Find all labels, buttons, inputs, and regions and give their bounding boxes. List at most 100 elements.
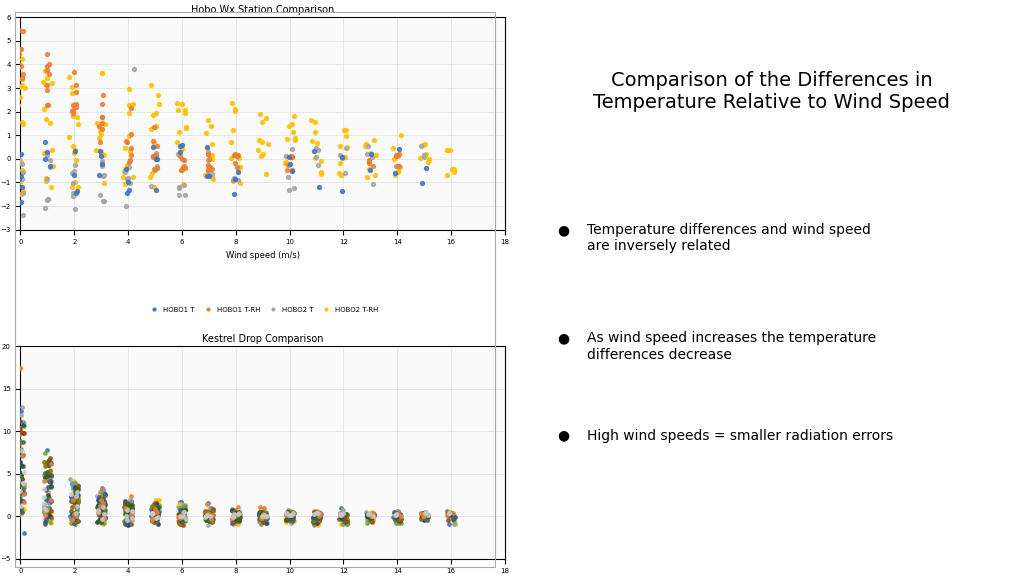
Point	[199, 143, 215, 152]
Point	[419, 512, 435, 521]
Point	[39, 503, 55, 513]
Point	[418, 510, 434, 519]
Point	[284, 516, 300, 525]
Point	[304, 518, 321, 527]
Point	[9, 468, 26, 477]
Point	[144, 514, 161, 523]
Point	[388, 509, 404, 518]
Point	[11, 467, 28, 476]
Point	[142, 173, 159, 182]
Point	[361, 514, 378, 523]
Point	[361, 156, 378, 165]
Point	[37, 137, 53, 146]
Point	[65, 168, 81, 177]
Point	[97, 509, 114, 518]
Point	[171, 190, 187, 199]
Point	[331, 168, 347, 177]
Point	[308, 513, 325, 522]
Point	[306, 118, 323, 127]
Point	[286, 111, 302, 120]
Point	[415, 513, 431, 522]
Point	[143, 80, 160, 89]
Point	[202, 163, 218, 172]
Point	[66, 497, 82, 506]
Point	[339, 511, 355, 520]
Point	[201, 171, 217, 180]
Point	[37, 474, 53, 483]
Point	[10, 448, 27, 457]
Point	[122, 495, 138, 505]
Point	[359, 150, 376, 159]
Point	[61, 132, 78, 142]
Point	[70, 497, 86, 506]
Point	[71, 182, 87, 191]
Point	[39, 148, 55, 157]
Point	[67, 489, 83, 498]
Point	[13, 149, 30, 158]
Point	[281, 121, 297, 130]
Point	[337, 511, 353, 521]
Point	[338, 144, 354, 153]
Point	[285, 512, 301, 521]
Point	[278, 517, 294, 526]
Point	[225, 512, 242, 521]
Point	[205, 504, 221, 513]
Point	[445, 167, 462, 176]
Point	[417, 511, 433, 520]
Point	[336, 510, 352, 519]
Point	[10, 475, 27, 484]
Point	[92, 137, 109, 146]
Point	[418, 514, 434, 523]
Point	[205, 514, 221, 523]
Point	[173, 145, 189, 154]
Point	[229, 176, 246, 185]
Point	[147, 496, 164, 505]
Point	[252, 519, 268, 528]
Point	[202, 515, 218, 524]
Point	[281, 507, 297, 516]
Point	[175, 507, 191, 517]
Point	[93, 506, 110, 515]
Point	[39, 467, 55, 476]
Point	[170, 502, 186, 511]
Point	[253, 510, 269, 520]
Point	[313, 169, 330, 179]
Point	[10, 493, 27, 502]
Point	[11, 423, 28, 433]
Point	[170, 518, 186, 527]
Point	[11, 430, 28, 439]
Point	[229, 165, 246, 174]
Point	[417, 509, 433, 518]
Point	[230, 515, 247, 524]
Point	[66, 476, 82, 485]
Point	[419, 511, 435, 521]
Point	[120, 520, 136, 529]
Point	[391, 145, 408, 154]
Point	[278, 514, 294, 524]
Point	[306, 509, 323, 518]
Point	[15, 488, 32, 498]
Point	[121, 185, 137, 195]
Point	[203, 514, 219, 523]
Point	[12, 416, 29, 425]
Point	[418, 515, 434, 524]
Point	[147, 513, 164, 522]
Point	[279, 510, 295, 519]
Point	[70, 482, 86, 491]
Point	[334, 514, 350, 524]
Point	[417, 510, 433, 519]
Point	[203, 513, 219, 522]
Point	[9, 473, 26, 482]
Point	[94, 495, 111, 504]
Point	[446, 511, 463, 520]
Point	[143, 508, 160, 517]
Point	[148, 518, 165, 527]
Point	[67, 502, 83, 511]
Point	[68, 511, 84, 521]
Point	[175, 180, 191, 189]
Point	[92, 191, 109, 200]
Point	[120, 178, 136, 187]
Point	[42, 118, 58, 127]
Point	[279, 157, 295, 166]
Point	[150, 507, 166, 516]
